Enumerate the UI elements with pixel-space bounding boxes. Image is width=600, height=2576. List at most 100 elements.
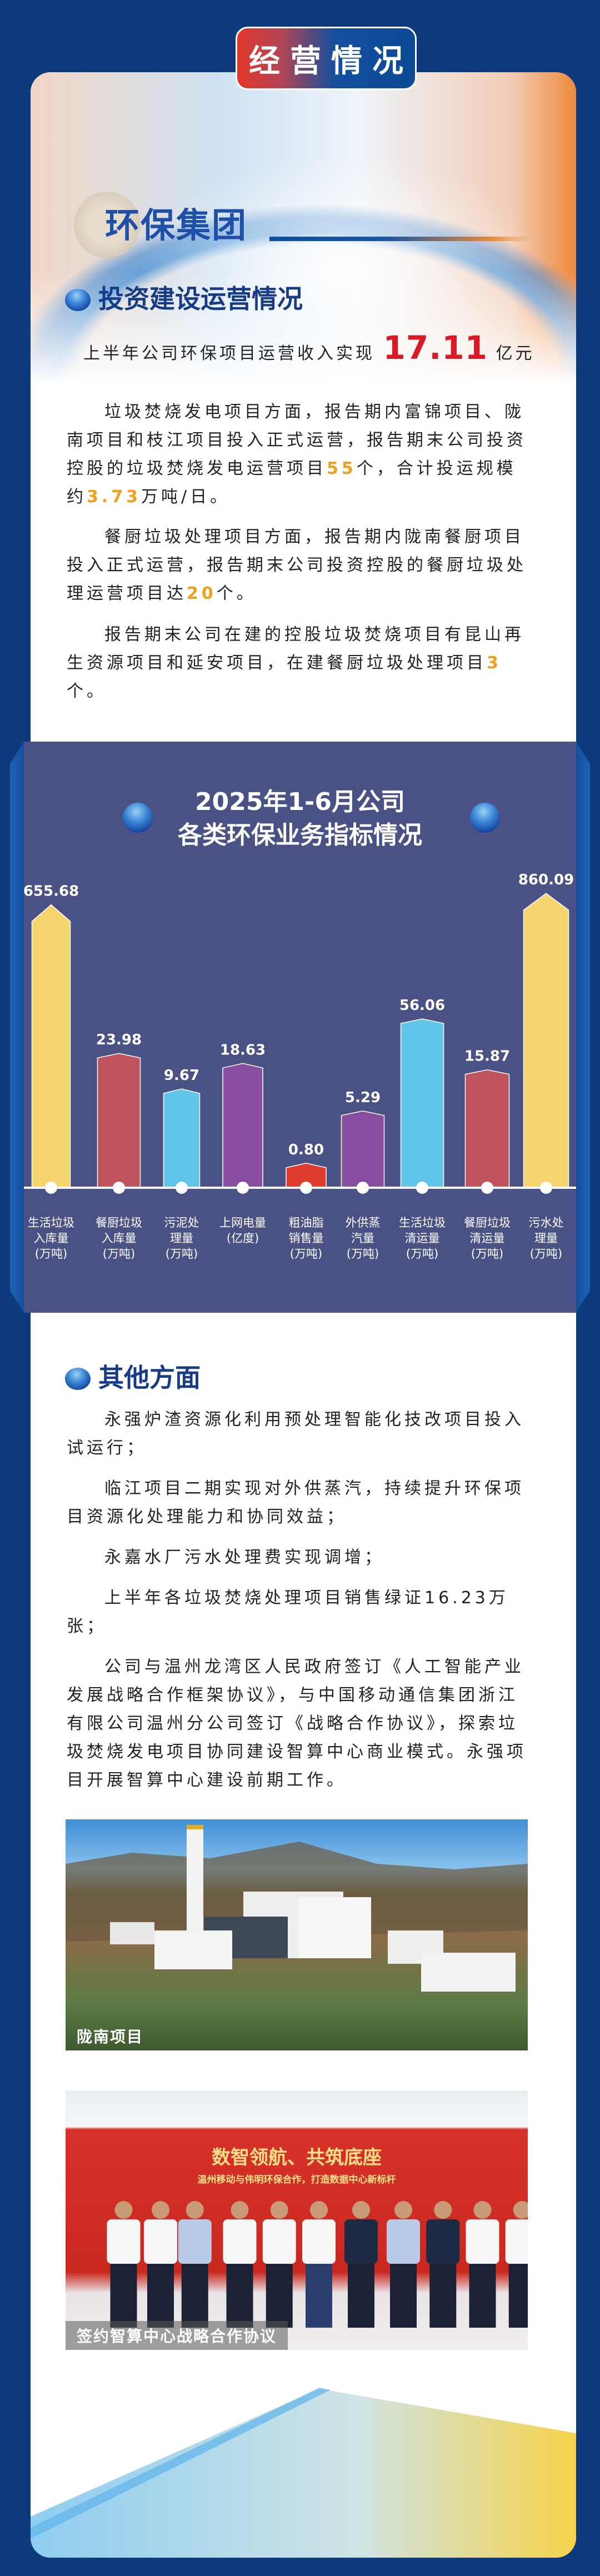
chart-sphere-icon	[123, 803, 153, 833]
text: 餐厨垃圾处理项目方面，报告期内陇南餐厨项目投入正式运营，报告期末公司投资控股的餐…	[67, 527, 527, 603]
axis-dot	[481, 1182, 493, 1194]
highlight-number: 20	[187, 584, 217, 603]
person	[505, 2201, 528, 2328]
title-circle-decoration	[74, 192, 141, 258]
category-label: (万吨)	[347, 1247, 379, 1261]
other-paragraph: 永强炉渣资源化利用预处理智能化技改项目投入试运行；	[67, 1410, 524, 1458]
category-label: (万吨)	[166, 1247, 198, 1261]
category-label: (万吨)	[290, 1247, 322, 1261]
text: 个。	[216, 584, 257, 603]
person	[178, 2201, 212, 2328]
bar-value-label: 860.09	[518, 872, 574, 888]
bar-3	[222, 1063, 263, 1188]
revenue-value: 17.11	[383, 329, 488, 367]
revenue-prefix: 上半年公司环保项目运营收入实现	[83, 344, 375, 363]
person	[302, 2201, 336, 2328]
bar-value-label: 15.87	[464, 1048, 510, 1065]
text: 个。	[67, 682, 107, 701]
person	[466, 2201, 499, 2328]
bar-value-label: 655.68	[24, 883, 79, 900]
category-label: 餐厨垃圾	[96, 1216, 142, 1229]
highlight-number: 3	[487, 653, 502, 673]
bar-2	[163, 1088, 201, 1188]
text: 垃圾焚烧发电项目方面，报告期内富锦项目、陇南项目和枝江项目投入正式运营，报告期末…	[67, 402, 527, 478]
category-label: (万吨)	[471, 1247, 503, 1261]
bar-value-label: 0.80	[288, 1142, 324, 1158]
hero-fade	[31, 272, 576, 383]
banner-title: 经营情况	[249, 43, 413, 79]
photo-caption: 签约智算中心战略合作协议	[66, 2321, 288, 2350]
bar-0	[31, 904, 71, 1188]
section-title: 环保集团	[105, 205, 248, 246]
category-label: 生活垃圾	[28, 1216, 74, 1229]
bar-value-label: 9.67	[164, 1067, 199, 1084]
axis-dot	[113, 1182, 125, 1194]
axis-dot	[300, 1182, 312, 1194]
axis-dot	[45, 1182, 57, 1194]
category-label: 粗油脂	[289, 1216, 324, 1229]
backdrop-title: 数智领航、共筑底座	[212, 2147, 382, 2169]
category-label: 汽量	[351, 1232, 374, 1245]
category-label: 理量	[170, 1232, 193, 1245]
revenue-line: 上半年公司环保项目运营收入实现 17.11 亿元	[83, 329, 535, 367]
text: 个，合计投运规模约	[67, 459, 517, 507]
photo-caption: 陇南项目	[77, 2028, 144, 2046]
other-paragraph: 临江项目二期实现对外供蒸汽，持续提升环保项目资源化处理能力和协同效益；	[67, 1479, 524, 1527]
bar-value-label: 18.63	[220, 1042, 266, 1058]
other-paragraph: 永嘉水厂污水处理费实现调增；	[104, 1548, 384, 1567]
category-label: 污泥处	[164, 1216, 199, 1229]
bar-1	[97, 1053, 141, 1188]
category-label: 理量	[534, 1232, 558, 1245]
axis-dot	[540, 1182, 552, 1194]
chart-title-line1: 2025年1-6月公司	[195, 788, 405, 816]
category-label: 入库量	[102, 1232, 137, 1245]
axis-dot	[416, 1182, 428, 1194]
title-underline	[269, 237, 531, 241]
invest-heading: 投资建设运营情况	[98, 284, 303, 314]
axis-dot	[357, 1182, 369, 1194]
paragraph-incineration: 垃圾焚烧发电项目方面，报告期内富锦项目、陇南项目和枝江项目投入正式运营，报告期末…	[67, 398, 529, 511]
content-card: 环保集团 投资建设运营情况 上半年公司环保项目运营收入实现 17.11 亿元 垃…	[31, 72, 576, 2558]
person	[144, 2201, 177, 2328]
category-label: 上网电量	[219, 1216, 266, 1229]
chart-title-line2: 各类环保业务指标情况	[178, 821, 422, 849]
bar-value-label: 5.29	[345, 1089, 381, 1106]
bar-7	[464, 1069, 510, 1188]
bullet-sphere-icon	[65, 289, 91, 311]
other-paragraph: 公司与温州龙湾区人民政府签订《人工智能产业发展战略合作框架协议》，与中国移动通信…	[67, 1657, 527, 1790]
axis-dot	[176, 1182, 188, 1194]
paragraph-under-construction: 报告期末公司在建的控股垃圾焚烧项目有昆山再生资源项目和延安项目，在建餐厨垃圾处理…	[67, 621, 529, 706]
person	[107, 2201, 141, 2328]
other-heading: 其他方面	[98, 1363, 201, 1393]
plant-illustration	[66, 1825, 528, 1992]
bottom-decoration	[31, 2388, 576, 2558]
paragraph-kitchen-waste: 餐厨垃圾处理项目方面，报告期内陇南餐厨项目投入正式运营，报告期末公司投资控股的餐…	[67, 523, 529, 608]
other-paragraph: 上半年各垃圾焚烧处理项目销售绿证16.23万张；	[67, 1588, 509, 1636]
category-label: 生活垃圾	[399, 1216, 446, 1229]
category-label: (万吨)	[406, 1247, 438, 1261]
category-label: 入库量	[34, 1232, 69, 1245]
photo-signing-ceremony: 数智领航、共筑底座 温州移动与伟明环保合作，打造数据中心新标杆 签约智算中心战略…	[66, 2090, 528, 2350]
axis-dot	[237, 1182, 249, 1194]
highlight-number: 3.73	[87, 487, 142, 507]
chart-sphere-icon	[470, 803, 500, 833]
bar-6	[400, 1018, 444, 1188]
person	[262, 2201, 296, 2328]
text: 万吨/日。	[141, 487, 231, 507]
category-label: (万吨)	[530, 1247, 562, 1261]
person	[223, 2201, 257, 2328]
bar-5	[341, 1111, 385, 1188]
category-label: (万吨)	[35, 1247, 67, 1261]
category-label: (万吨)	[103, 1247, 135, 1261]
bar-value-label: 23.98	[96, 1032, 142, 1048]
category-label: 清运量	[405, 1232, 440, 1245]
category-label: 外供蒸	[346, 1216, 381, 1229]
category-label: 销售量	[289, 1232, 324, 1245]
category-label: 餐厨垃圾	[464, 1216, 511, 1229]
person	[387, 2201, 420, 2328]
bar-8	[523, 893, 569, 1188]
chart-panel: 2025年1-6月公司 各类环保业务指标情况 655.68 生活垃圾入库量 (万吨)…	[24, 742, 576, 1313]
category-label: (亿度)	[227, 1232, 259, 1245]
other-paragraphs: 永强炉渣资源化利用预处理智能化技改项目投入试运行； 临江项目二期实现对外供蒸汽，…	[67, 1405, 529, 1794]
